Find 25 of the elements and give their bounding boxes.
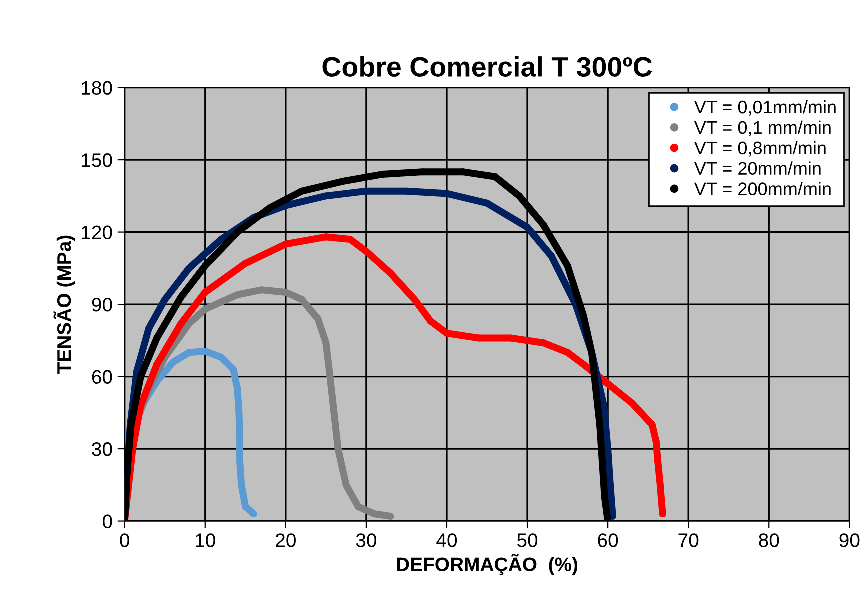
- y-axis-title: TENSÃO (MPa): [54, 236, 76, 374]
- x-tick-label: 20: [276, 534, 296, 548]
- legend-label: VT = 0,8mm/min: [694, 141, 826, 157]
- legend-label: VT = 200mm/min: [694, 182, 831, 196]
- x-tick-label: 90: [840, 534, 860, 548]
- x-tick-label: 60: [598, 534, 618, 548]
- x-tick-label: 70: [678, 534, 699, 548]
- chart-title: Cobre Comercial T 300ºC: [322, 56, 652, 78]
- legend-label: VT = 20mm/min: [694, 162, 821, 176]
- x-tick-label: 50: [517, 534, 538, 548]
- y-tick-label: 150: [82, 154, 112, 168]
- y-tick-label: 180: [82, 81, 112, 96]
- legend-label: VT = 0,1 mm/min: [694, 120, 831, 136]
- legend-label: VT = 0,01mm/min: [694, 100, 836, 116]
- x-tick-label: 0: [120, 534, 130, 548]
- x-tick-label: 40: [436, 534, 458, 548]
- y-tick-label: 90: [92, 298, 112, 312]
- x-tick-label: 80: [759, 534, 780, 548]
- y-tick-label: 30: [92, 442, 112, 456]
- x-axis-title: DEFORMAÇÃO (%): [397, 554, 578, 576]
- x-tick-label: 30: [356, 534, 377, 548]
- y-tick-label: 0: [102, 514, 112, 529]
- y-tick-label: 120: [82, 226, 112, 240]
- x-tick-label: 10: [196, 534, 216, 548]
- y-tick-label: 60: [92, 370, 112, 384]
